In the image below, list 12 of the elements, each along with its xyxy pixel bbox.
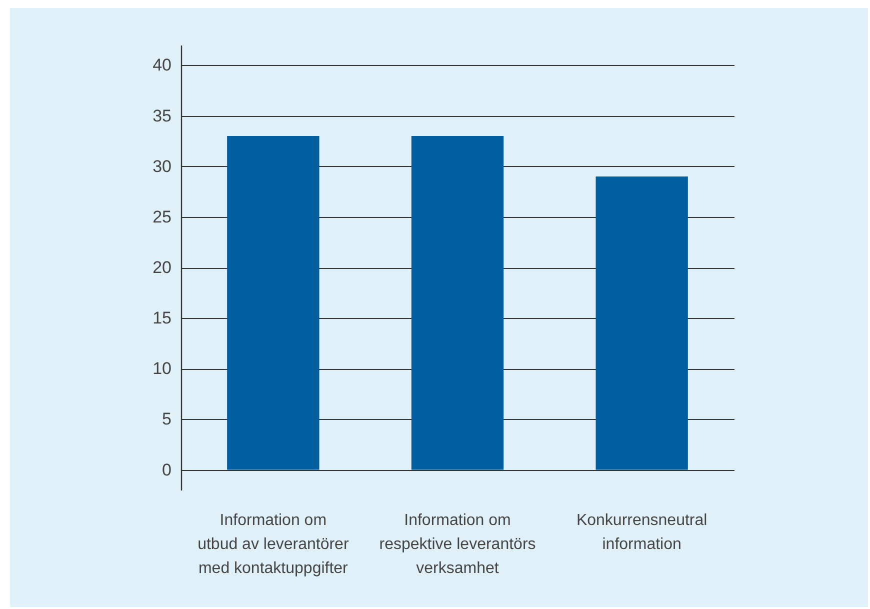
x-tick-label: Information om utbud av leverantörer med kontaktuppgifter [198, 512, 350, 577]
y-tick-label: 10 [152, 359, 172, 378]
y-tick-label: 25 [152, 207, 172, 226]
y-tick-label: 0 [162, 460, 172, 480]
y-tick-label: 30 [152, 156, 172, 176]
x-tick-label: Konkurrensneutral information [576, 512, 708, 553]
x-tick-label: Information om respektive leverantörs verksamhet [379, 512, 536, 577]
y-tick-label: 35 [152, 106, 172, 126]
y-tick-label: 15 [152, 308, 172, 328]
y-tick-label: 20 [152, 258, 172, 277]
y-tick-label: 40 [152, 56, 172, 75]
y-tick-label: 5 [162, 410, 172, 429]
